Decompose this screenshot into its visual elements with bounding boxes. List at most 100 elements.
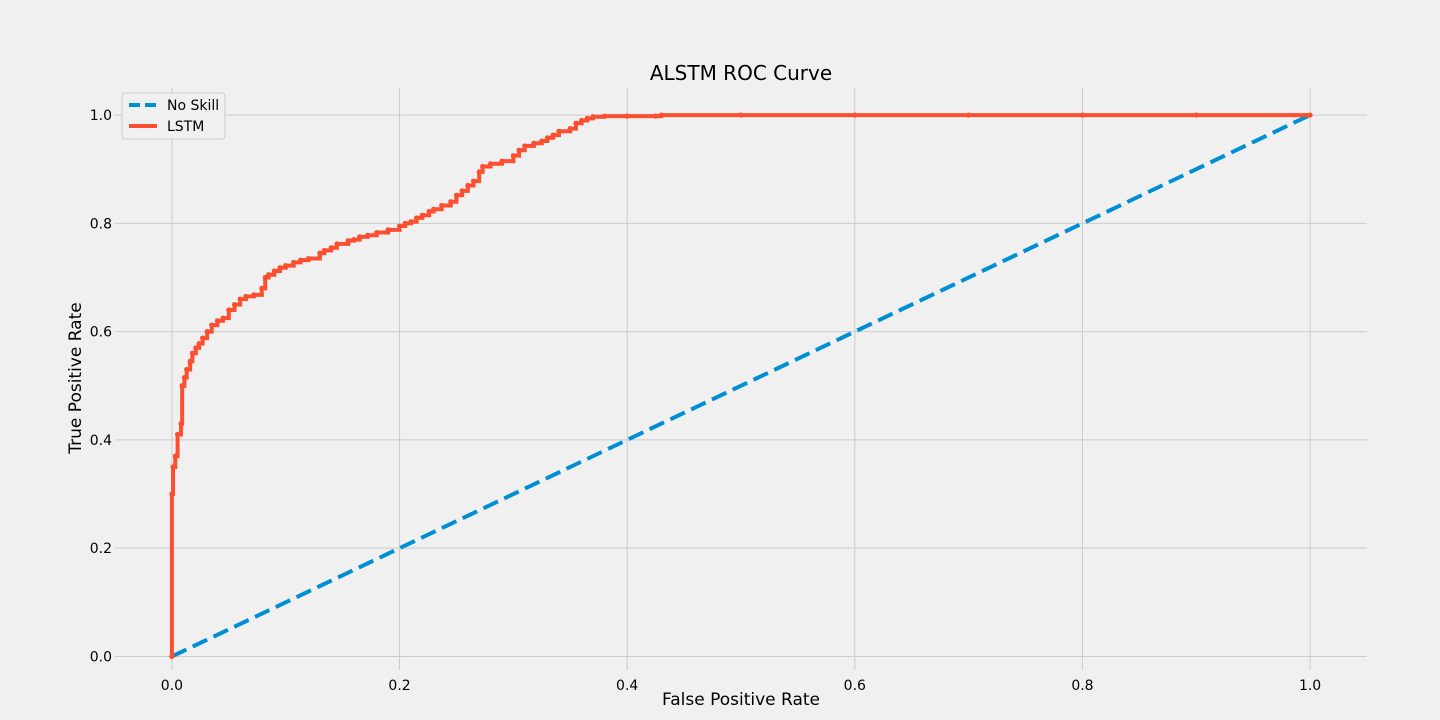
legend-label-no-skill: No Skill [167, 98, 219, 114]
lstm-point [169, 653, 175, 660]
lstm-point [204, 329, 210, 335]
lstm-point [1079, 112, 1086, 118]
lstm-point [196, 340, 202, 347]
lstm-point [385, 227, 391, 233]
lstm-point [470, 178, 477, 184]
lstm-point [237, 296, 243, 302]
lstm-point [357, 234, 363, 240]
lstm-point [181, 375, 188, 381]
lstm-point [448, 199, 454, 205]
lstm-point [251, 292, 257, 298]
lstm-point [573, 120, 579, 126]
x-tick-label: 0.6 [844, 678, 866, 694]
lstm-point [539, 138, 545, 144]
lstm-point [624, 113, 630, 119]
lstm-point [277, 265, 283, 271]
lstm-point [738, 112, 744, 118]
grid [115, 88, 1367, 670]
lstm-point [187, 358, 193, 365]
lstm-point [231, 301, 238, 308]
y-tick-label: 0.8 [90, 216, 112, 232]
series [169, 112, 1313, 660]
lstm-point [220, 315, 226, 321]
x-tick-label: 0.8 [1071, 678, 1093, 694]
lstm-point [453, 192, 460, 198]
lstm-point [402, 220, 408, 226]
tick-labels: 0.0 0.2 0.4 0.6 0.8 1.0 0.0 0.2 0.4 0.6 0.8 1.0 [90, 108, 1321, 694]
lstm-point [291, 259, 297, 265]
lstm-point [544, 135, 551, 141]
x-tick-label: 0.2 [388, 678, 410, 694]
lstm-point [297, 257, 304, 263]
lstm-point [488, 161, 494, 167]
y-tick-label: 0.6 [90, 325, 112, 341]
lstm-point [531, 140, 537, 146]
lstm-point [178, 421, 184, 427]
lstm-point [259, 285, 265, 291]
legend-label-lstm: LSTM [167, 119, 204, 135]
lstm-point [653, 113, 659, 119]
lstm-point [584, 115, 590, 121]
lstm-point [396, 223, 403, 229]
lstm-point [170, 464, 176, 470]
lstm-point [200, 335, 206, 341]
lstm-point [365, 232, 371, 238]
chart-title: ALSTM ROC Curve [650, 61, 832, 85]
lstm-point [374, 229, 380, 236]
lstm-point [476, 169, 482, 175]
lstm-point [431, 206, 437, 212]
lstm-point [567, 126, 573, 132]
lstm-point [334, 241, 340, 247]
legend: No Skill LSTM [121, 92, 226, 140]
lstm-point [550, 132, 556, 138]
lstm-point [179, 383, 185, 389]
lstm-point [522, 143, 528, 149]
lstm-point [966, 112, 972, 118]
lstm-point [1307, 112, 1313, 118]
lstm-point [414, 215, 420, 221]
lstm-point [465, 182, 471, 189]
lstm-point [328, 245, 334, 251]
lstm-point [480, 163, 486, 170]
lstm-point [658, 112, 664, 118]
lstm-point [499, 158, 505, 164]
lstm-point [590, 114, 596, 120]
lstm-point [601, 113, 608, 119]
lstm-point [351, 236, 357, 243]
lstm-point [419, 212, 425, 218]
x-tick-label: 0.0 [161, 678, 183, 694]
lstm-point [510, 153, 516, 159]
series-line-no-skill [171, 113, 1311, 659]
lstm-point [266, 272, 272, 278]
lstm-point [459, 188, 465, 194]
x-tick-label: 0.4 [616, 678, 638, 694]
lstm-point [184, 366, 190, 373]
lstm-point [345, 238, 351, 244]
lstm-point [175, 431, 181, 438]
lstm-point [439, 202, 445, 209]
lstm-point [556, 128, 562, 134]
lstm-point [226, 307, 232, 313]
lstm-point [321, 247, 328, 254]
y-tick-label: 1.0 [90, 108, 112, 124]
lstm-point [172, 453, 178, 459]
lstm-point [426, 208, 432, 215]
lstm-point [1193, 112, 1199, 118]
lstm-point [214, 318, 221, 324]
lstm-point [283, 262, 289, 269]
lstm-point [305, 255, 312, 262]
lstm-point [243, 293, 249, 300]
y-axis-title: True Positive Rate [66, 302, 86, 454]
lstm-point [209, 322, 215, 328]
lstm-point [516, 147, 522, 153]
y-tick-label: 0.4 [90, 433, 112, 449]
lstm-point [579, 117, 585, 124]
lstm-point [317, 250, 323, 256]
lstm-point [852, 112, 858, 118]
x-axis-title: False Positive Rate [662, 690, 820, 710]
y-tick-label: 0.0 [90, 649, 112, 665]
lstm-point [193, 345, 199, 351]
lstm-point [169, 491, 175, 497]
